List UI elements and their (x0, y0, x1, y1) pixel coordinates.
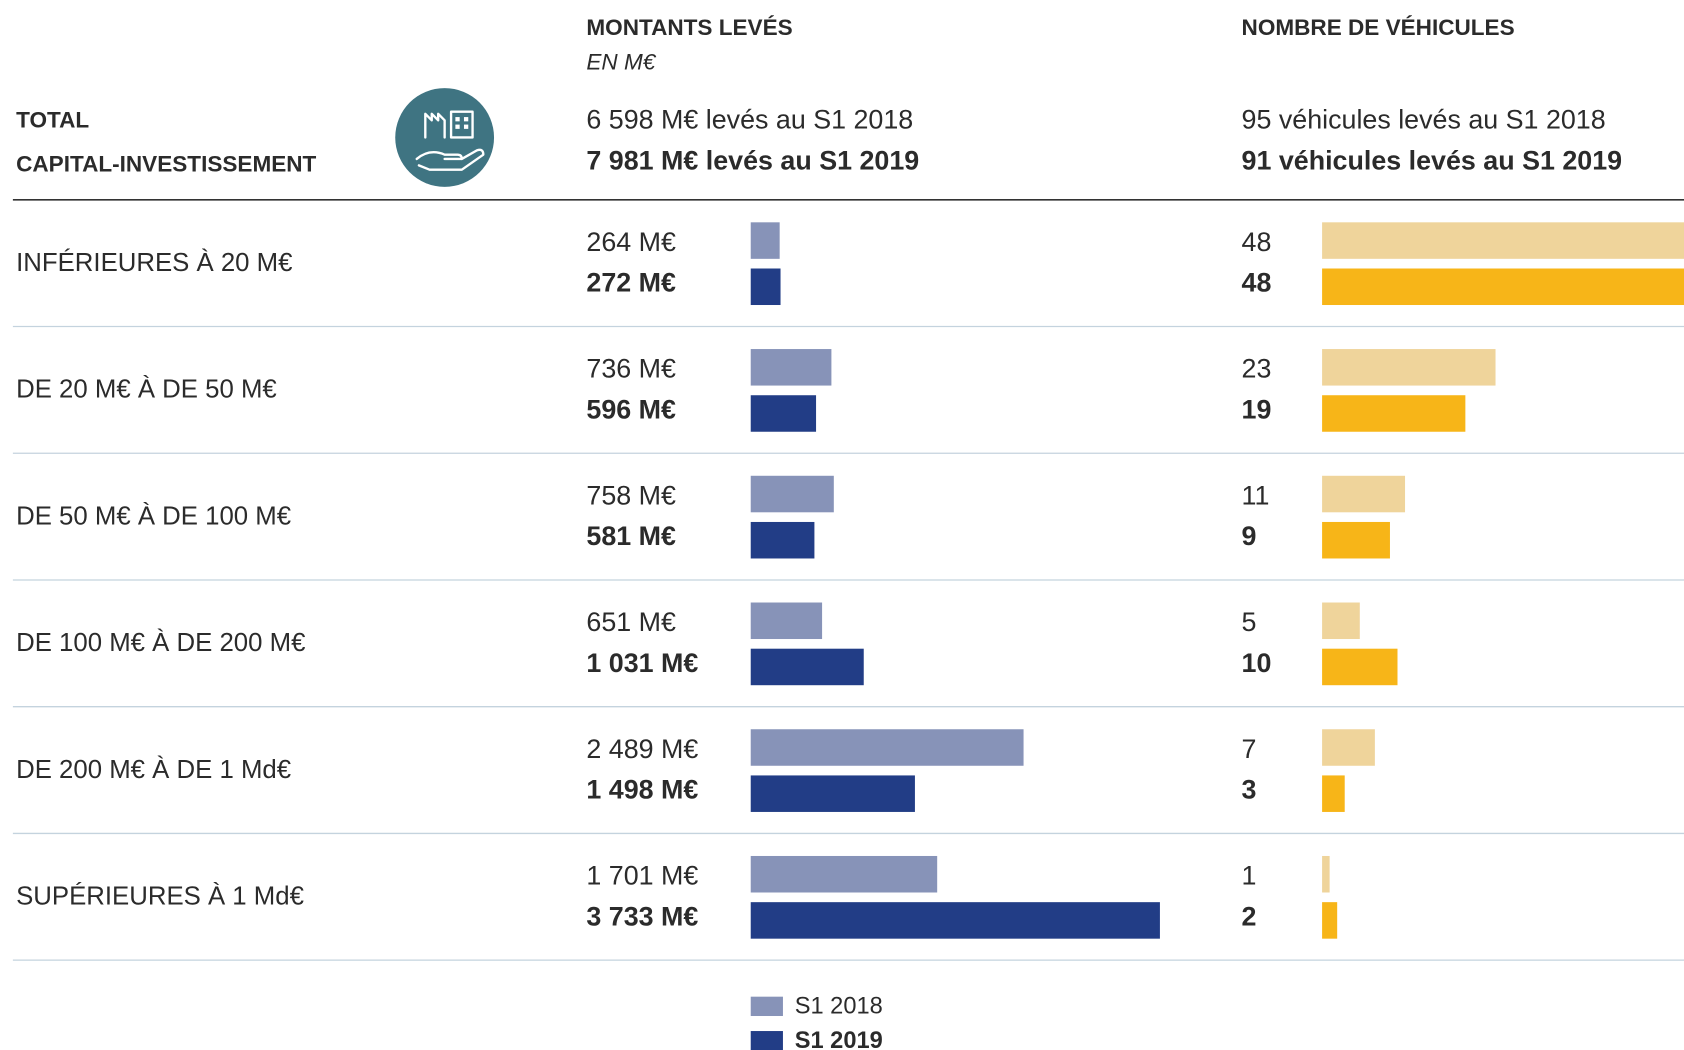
bar (1322, 902, 1338, 939)
legend-label: S1 2019 (795, 1028, 883, 1050)
value-label: 48 (1242, 227, 1272, 257)
value-label: 581 M€ (586, 521, 676, 551)
icon (395, 88, 495, 187)
value-label: 736 M€ (586, 354, 676, 384)
header-title: CAPITAL-INVESTISSEMENT (16, 151, 316, 176)
bar (750, 902, 1160, 939)
bar (1322, 475, 1406, 513)
bar (750, 648, 864, 686)
value-label: 272 M€ (586, 268, 676, 298)
content: TOTAL CAPITAL-INVESTISSEMENT INFÉRIEURES… (12, 15, 1684, 1050)
value-label: 3 733 M€ (586, 901, 698, 931)
bar (750, 395, 817, 432)
panel-subtitle: EN M€ (586, 49, 656, 74)
value-label: 1 031 M€ (586, 648, 698, 678)
value-label: 3 (1242, 775, 1257, 805)
bar (1322, 222, 1684, 259)
panel-summary: 91 véhicules levés au S1 2019 (1242, 145, 1623, 175)
panel-title: MONTANTS LEVÉS (586, 15, 792, 40)
legend-swatch (750, 1031, 783, 1050)
panel-summary: 7 981 M€ levés au S1 2019 (586, 145, 919, 175)
value-label: 651 M€ (586, 607, 676, 637)
panel-title: NOMBRE DE VÉHICULES (1242, 15, 1515, 40)
value-label: 1 (1242, 861, 1257, 891)
bar (750, 775, 915, 812)
bar (1322, 648, 1398, 686)
bar (1322, 775, 1345, 812)
value-label: 596 M€ (586, 394, 676, 424)
bar (750, 729, 1024, 766)
header-title: TOTAL (16, 107, 89, 132)
bar (1322, 268, 1684, 306)
panel-summary: 6 598 M€ levés au S1 2018 (586, 104, 913, 134)
bar (750, 855, 938, 893)
legend-swatch (750, 996, 783, 1017)
bar (750, 268, 781, 306)
bar (1322, 395, 1466, 432)
bar (1322, 602, 1360, 640)
value-label: 48 (1242, 268, 1272, 298)
category-label: DE 20 M€ À DE 50 M€ (16, 375, 277, 404)
value-label: 1 701 M€ (586, 861, 698, 891)
category-label: SUPÉRIEURES À 1 Md€ (16, 882, 304, 911)
value-label: 758 M€ (586, 480, 676, 510)
category-label: DE 100 M€ À DE 200 M€ (16, 628, 305, 657)
bar (750, 222, 780, 259)
bar (750, 521, 815, 559)
legend-label: S1 2018 (795, 994, 883, 1020)
bar (1322, 855, 1330, 893)
bar (1322, 521, 1390, 559)
bar (750, 349, 832, 386)
category-label: INFÉRIEURES À 20 M€ (16, 248, 292, 277)
value-label: 5 (1242, 607, 1257, 637)
value-label: 2 (1242, 901, 1257, 931)
value-label: 11 (1242, 480, 1270, 510)
value-label: 7 (1242, 734, 1257, 764)
value-label: 19 (1242, 394, 1272, 424)
bar (750, 475, 834, 513)
value-label: 264 M€ (586, 227, 676, 257)
value-label: 9 (1242, 521, 1257, 551)
bar (1322, 729, 1375, 766)
value-label: 1 498 M€ (586, 775, 698, 805)
panel-summary: 95 véhicules levés au S1 2018 (1242, 104, 1606, 134)
category-label: DE 50 M€ À DE 100 M€ (16, 501, 291, 530)
category-label: DE 200 M€ À DE 1 Md€ (16, 755, 291, 784)
bar (1322, 349, 1496, 386)
value-label: 10 (1242, 648, 1272, 678)
bar (750, 602, 823, 640)
value-label: 23 (1242, 354, 1272, 384)
value-label: 2 489 M€ (586, 734, 698, 764)
